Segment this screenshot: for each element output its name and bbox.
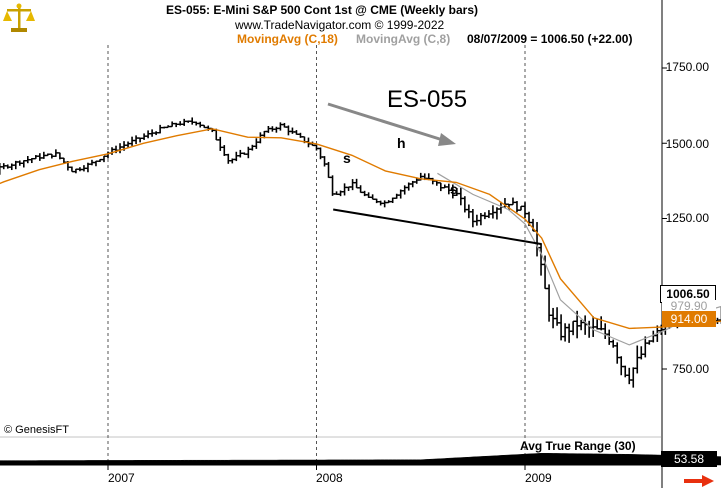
ma18-price-box: 914.00 bbox=[662, 311, 716, 327]
y-tick-label: 1250.00 bbox=[665, 211, 709, 225]
logo[interactable] bbox=[2, 2, 36, 36]
x-tick-label: 2009 bbox=[525, 471, 552, 485]
ma8-price-box: 979.90 bbox=[662, 300, 716, 312]
x-tick-label: 2008 bbox=[316, 471, 343, 485]
last-price-box: 1006.50 bbox=[660, 285, 716, 303]
ma18-label[interactable]: MovingAvg (C,18) bbox=[237, 32, 338, 46]
right-shoulder-label: s bbox=[450, 181, 458, 197]
head-label: h bbox=[397, 135, 406, 151]
atr-label: Avg True Range (30) bbox=[520, 439, 636, 453]
atr-area bbox=[0, 453, 721, 466]
y-tick-label: 1750.00 bbox=[665, 60, 709, 74]
pattern-label: ES-055 bbox=[387, 86, 468, 113]
x-tick-label: 2007 bbox=[108, 471, 135, 485]
left-shoulder-label: s bbox=[343, 150, 351, 166]
ma8-label[interactable]: MovingAvg (C,8) bbox=[356, 32, 451, 46]
chart-title: ES-055: E-Mini S&P 500 Cont 1st @ CME (W… bbox=[166, 3, 479, 17]
neckline bbox=[333, 208, 542, 246]
ma18-line bbox=[0, 128, 721, 330]
atr-value-box: 53.58 bbox=[661, 451, 717, 467]
trend-arrow-shaft bbox=[327, 102, 447, 143]
y-tick-label: 1500.00 bbox=[665, 137, 709, 151]
copyright-text: www.TradeNavigator.com © 1999-2022 bbox=[235, 18, 445, 32]
y-tick-label: 750.00 bbox=[672, 362, 709, 376]
trade-navigator-gold-scale-icon bbox=[3, 3, 35, 32]
last-value-readout: 08/07/2009 = 1006.50 (+22.00) bbox=[467, 32, 633, 46]
trend-arrow-head bbox=[438, 133, 456, 146]
red-right-arrow-icon bbox=[684, 475, 714, 487]
scroll-right-button[interactable] bbox=[684, 474, 714, 487]
data-credit: © GenesisFT bbox=[4, 424, 69, 436]
